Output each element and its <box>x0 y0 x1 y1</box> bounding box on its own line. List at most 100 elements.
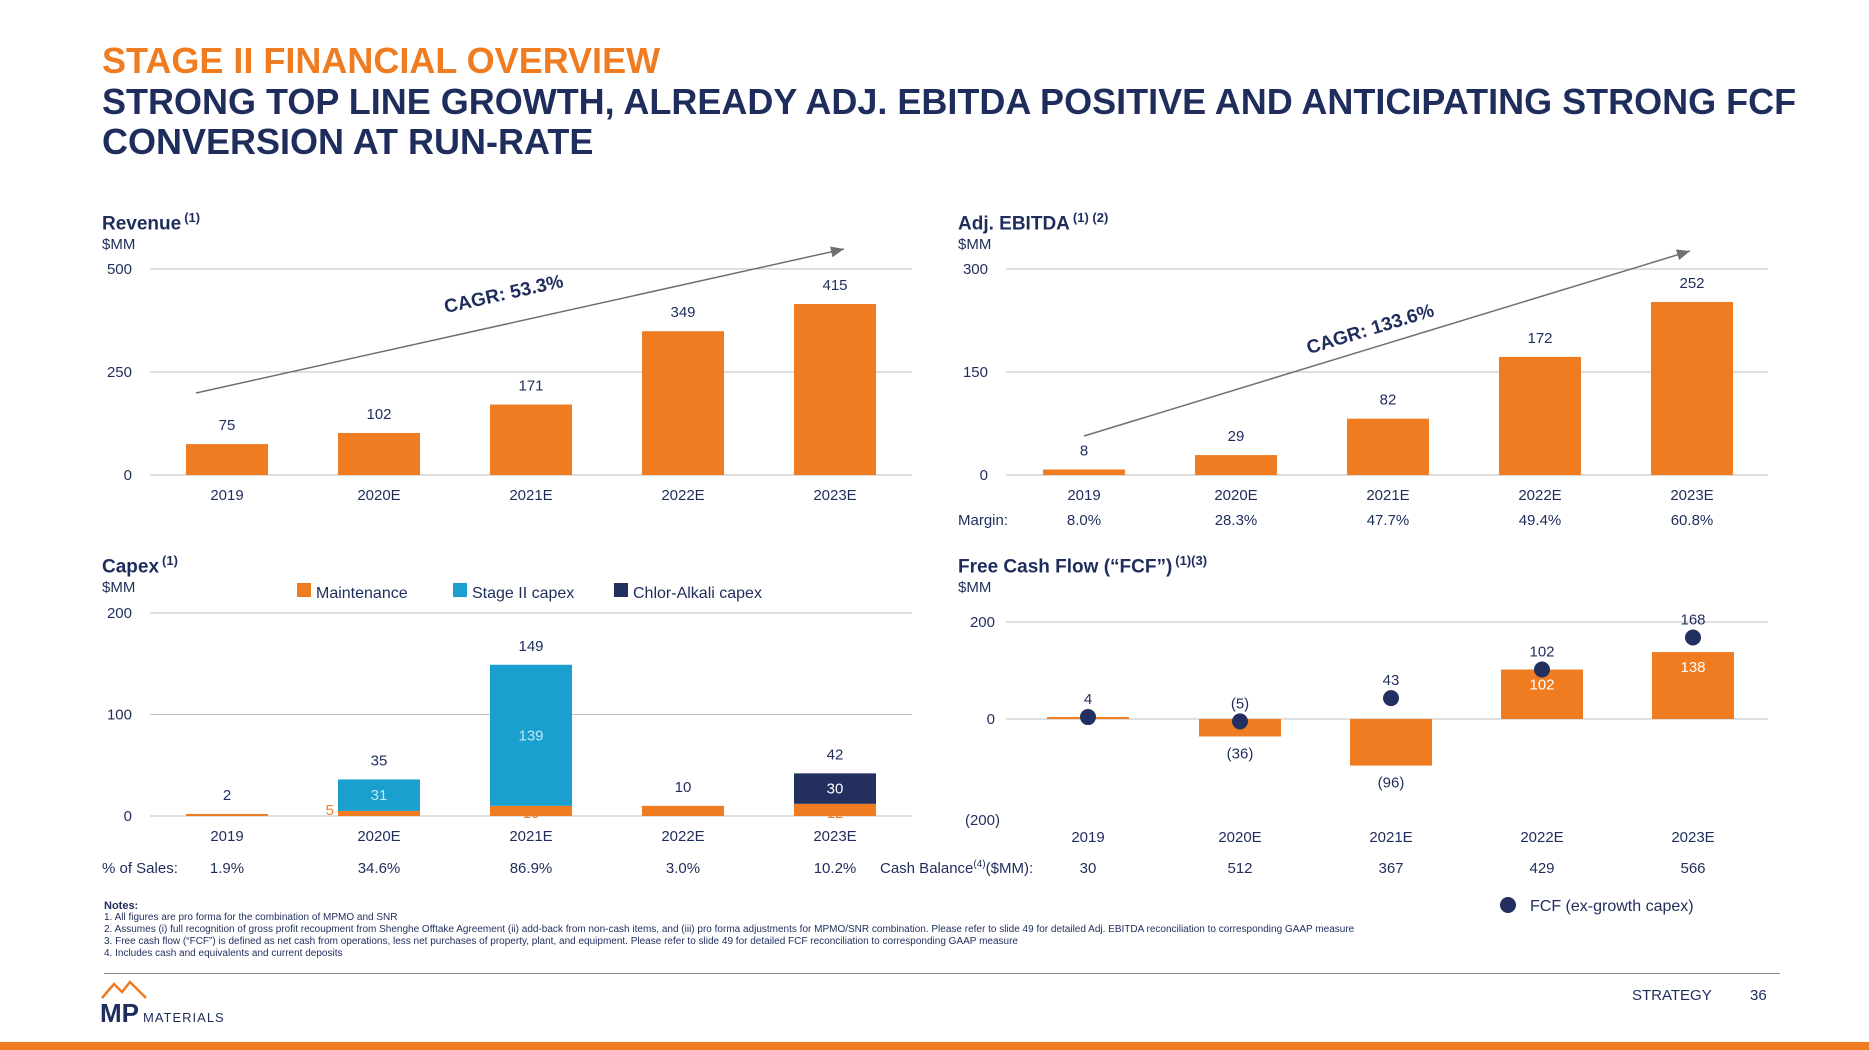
fcf-bar-label: (36) <box>1227 745 1254 762</box>
ebitda-bar <box>1043 469 1125 475</box>
fcf-ex-growth-label: 43 <box>1383 672 1400 689</box>
fcf-tick-label: (200) <box>965 812 1000 829</box>
capex-category-label: 2022E <box>661 828 704 845</box>
capex-legend-label: Maintenance <box>316 585 408 602</box>
capex-pct-sales-value: 1.9% <box>210 860 244 877</box>
revenue-cagr-arrow <box>195 248 845 394</box>
capex-total-label: 10 <box>675 779 692 796</box>
capex-bar-segment <box>794 803 876 816</box>
ebitda-bar <box>1195 455 1277 475</box>
capex-bar-segment <box>186 813 268 816</box>
fcf-legend-label: FCF (ex-growth capex) <box>1530 898 1694 915</box>
fcf-ex-growth-dot <box>1685 629 1701 646</box>
logo-mountain-icon <box>101 980 147 999</box>
revenue-title: Revenue (1) <box>102 210 201 235</box>
fcf-ex-growth-dot <box>1080 709 1096 726</box>
capex-category-label: 2019 <box>210 828 243 845</box>
capex-bar-segment <box>490 805 572 816</box>
fcf-category-label: 2023E <box>1671 829 1714 846</box>
fcf-ex-growth-label: 4 <box>1084 691 1092 708</box>
note-3: 3. Free cash flow (“FCF”) is defined as … <box>104 936 1018 947</box>
note-2: 2. Assumes (i) full recognition of gross… <box>104 924 1355 935</box>
fcf-ex-growth-dot <box>1534 661 1550 678</box>
capex-pct-sales-value: 34.6% <box>358 860 401 877</box>
fcf-bar <box>1501 669 1583 719</box>
fcf-cash-balance-value: 512 <box>1227 860 1252 877</box>
revenue-category-label: 2023E <box>813 487 856 504</box>
fcf-cash-balance-value: 566 <box>1680 860 1705 877</box>
ebitda-unit: $MM <box>958 236 992 253</box>
capex-segment-label: 31 <box>371 787 388 804</box>
footer-section: STRATEGY <box>1632 987 1712 1004</box>
ebitda-cagr-arrowhead <box>1675 249 1690 261</box>
fcf-legend-dot <box>1500 897 1516 913</box>
revenue-bar <box>794 304 876 475</box>
fcf-bar <box>1652 652 1734 719</box>
capex-legend-label: Stage II capex <box>472 585 574 602</box>
capex-legend-swatch <box>453 583 467 597</box>
footer-separator <box>104 973 1780 974</box>
revenue-data-label: 102 <box>366 406 391 423</box>
ebitda-margin-value: 28.3% <box>1215 512 1258 529</box>
revenue-data-label: 75 <box>219 417 236 434</box>
note-4: 4. Includes cash and equivalents and cur… <box>104 948 343 959</box>
ebitda-data-label: 8 <box>1080 443 1088 460</box>
capex-segment-label: 139 <box>518 727 543 744</box>
capex-pct-sales-value: 86.9% <box>510 860 553 877</box>
footer-strip <box>0 1042 1869 1050</box>
fcf-bar-label: 102 <box>1529 677 1554 694</box>
capex-tick-label: 0 <box>124 808 132 825</box>
ebitda-margin-label: Margin: <box>958 512 1008 529</box>
page-subtitle: STRONG TOP LINE GROWTH, ALREADY ADJ. EBI… <box>102 81 1797 162</box>
ebitda-margin-value: 8.0% <box>1067 512 1101 529</box>
revenue-cagr-label: CAGR: 53.3% <box>442 271 565 318</box>
revenue-cagr-arrowhead <box>830 246 844 258</box>
revenue-tick-label: 250 <box>107 364 132 381</box>
revenue-bar <box>490 404 572 475</box>
revenue-category-label: 2021E <box>509 487 552 504</box>
fcf-bar-label: (96) <box>1378 775 1405 792</box>
capex-segment-label: 30 <box>827 781 844 798</box>
capex-legend-label: Chlor-Alkali capex <box>633 585 762 602</box>
capex-bar-segment <box>794 773 876 804</box>
fcf-cash-balance-value: 429 <box>1529 860 1554 877</box>
ebitda-tick-label: 150 <box>963 364 988 381</box>
capex-tick-label: 100 <box>107 707 132 724</box>
revenue-data-label: 171 <box>518 378 543 395</box>
page-number: 36 <box>1750 987 1767 1004</box>
ebitda-margin-value: 49.4% <box>1519 512 1562 529</box>
capex-category-label: 2023E <box>813 828 856 845</box>
capex-segment-label: 12 <box>827 805 844 822</box>
ebitda-cagr-arrow <box>1083 250 1691 437</box>
ebitda-bar <box>1651 301 1733 475</box>
revenue-bar <box>338 432 420 475</box>
capex-bar-segment <box>338 779 420 811</box>
capex-total-label: 2 <box>223 787 231 804</box>
ebitda-margin-value: 47.7% <box>1367 512 1410 529</box>
capex-pct-sales-label: % of Sales: <box>102 860 178 877</box>
fcf-category-label: 2020E <box>1218 829 1261 846</box>
capex-total-label: 35 <box>371 752 388 769</box>
fcf-category-label: 2022E <box>1520 829 1563 846</box>
ebitda-bar <box>1499 356 1581 475</box>
capex-legend-swatch <box>297 583 311 597</box>
fcf-title: Free Cash Flow (“FCF”) (1)(3) <box>958 553 1208 578</box>
fcf-ex-growth-dot <box>1232 713 1248 730</box>
notes-heading: Notes: <box>104 900 139 912</box>
fcf-cash-balance-value: 30 <box>1080 860 1097 877</box>
capex-unit: $MM <box>102 579 136 596</box>
notes: Notes: 1. All figures are pro forma for … <box>104 900 1864 960</box>
fcf-category-label: 2021E <box>1369 829 1412 846</box>
ebitda-title: Adj. EBITDA (1) (2) <box>958 210 1109 235</box>
ebitda-tick-label: 0 <box>980 467 988 484</box>
capex-total-label: 149 <box>518 638 543 655</box>
fcf-unit: $MM <box>958 579 992 596</box>
ebitda-data-label: 252 <box>1679 275 1704 292</box>
ebitda-category-label: 2019 <box>1067 487 1100 504</box>
ebitda-category-label: 2023E <box>1670 487 1713 504</box>
ebitda-cagr-label: CAGR: 133.6% <box>1304 300 1436 359</box>
revenue-category-label: 2019 <box>210 487 243 504</box>
capex-total-label: 42 <box>827 746 844 763</box>
fcf-cash-balance-value: 367 <box>1378 860 1403 877</box>
